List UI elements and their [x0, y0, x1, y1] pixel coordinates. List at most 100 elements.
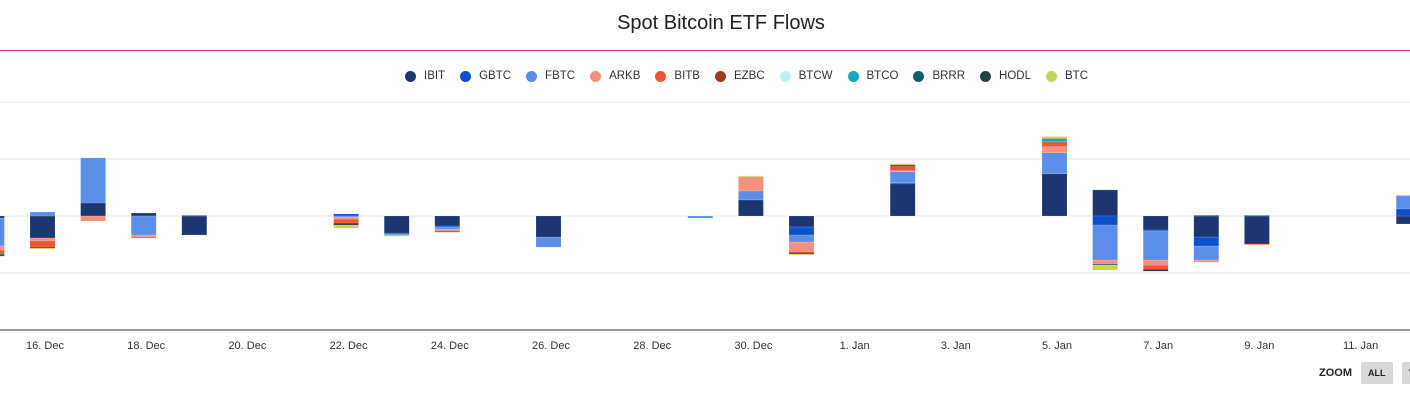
bar-segment-ezbc-2-jan: [889, 164, 916, 168]
legend-marker: [590, 70, 602, 82]
bar-segment-ibit-8-jan: [1193, 215, 1220, 238]
legend-item-btco[interactable]: BTCO: [847, 70, 899, 82]
bar-segment-arkb-22-dec: [333, 216, 359, 220]
bar-segment-bitb-8-jan: [1193, 214, 1220, 217]
bar-segment-btc-6-jan: [1092, 264, 1118, 271]
x-tick-label: 20. Dec: [228, 340, 266, 352]
x-tick-label: 18. Dec: [127, 340, 165, 352]
bar-segment-ibit-26-dec: [535, 215, 562, 238]
legend-marker: [460, 70, 472, 82]
bar-segment-hodl-22-dec: [333, 222, 359, 226]
bar-segment-hodl-7-jan: [1142, 268, 1169, 272]
bar-segment-arkb-8-jan: [1193, 259, 1220, 263]
bar-segment-arkb-17-dec: [80, 215, 106, 222]
x-tick-label: 1. Jan: [840, 340, 870, 352]
legend-label: BTCO: [866, 70, 899, 82]
legend-label: GBTC: [479, 70, 512, 82]
bar-segment-arkb-30-dec: [738, 176, 764, 192]
bar-segment-fbtc-5-jan: [1041, 152, 1068, 175]
zoom-ytd-button[interactable]: YTD: [1401, 362, 1410, 384]
bar-segment-gbtc-22-dec: [333, 213, 359, 217]
bar-segment-btc-12-jan: [1395, 194, 1410, 197]
x-tick-label: 3. Jan: [941, 340, 971, 352]
bar-segment-bitb-22-dec: [333, 218, 359, 224]
bar-segment-fbtc-16-dec: [29, 211, 56, 217]
legend-label: BITB: [674, 70, 700, 82]
legend-item-gbtc[interactable]: GBTC: [460, 70, 511, 82]
legend-marker: [526, 70, 538, 82]
legend-marker: [714, 70, 726, 82]
legend-label: BTCW: [798, 70, 833, 82]
legend-item-hodl[interactable]: HODL: [980, 70, 1031, 82]
bar-segment-ibit-7-jan: [1142, 215, 1169, 231]
bar-segment-gbtc-6-jan: [1092, 215, 1118, 226]
bar-segment-fbtc-8-jan: [1193, 245, 1220, 261]
bar-segment-btc-16-dec: [29, 247, 56, 250]
legend-marker: [913, 70, 925, 82]
bar-segment-fbtc-2-jan: [889, 171, 916, 184]
bar-segment-arkb-23-dec: [383, 234, 410, 237]
bar-segment-fbtc-17-dec: [80, 157, 106, 204]
bar-segment-ibit-17-dec: [80, 202, 106, 217]
bar-segment-ibit-18-dec: [130, 212, 157, 217]
bar-segment-arkb-31-dec: [788, 241, 815, 253]
chart-title: Spot Bitcoin ETF Flows: [617, 12, 825, 34]
legend-marker: [779, 70, 791, 82]
bar-segment-ibit-30-dec: [738, 199, 764, 217]
bar-segment-bitb-15-dec: [0, 249, 5, 255]
bar-segment-fbtc-31-dec: [788, 234, 815, 243]
bar-segment-arkb-5-jan: [1041, 146, 1068, 153]
legend-marker: [1046, 70, 1057, 82]
legend-marker: [655, 70, 667, 82]
legend-label: FBTC: [545, 70, 576, 82]
bar-segment-arkb-24-dec: [434, 228, 461, 232]
legend-item-btcw[interactable]: BTCW: [779, 70, 833, 82]
bar-segment-btc-22-dec: [333, 224, 359, 229]
bar-segment-arkb-16-dec: [29, 237, 56, 242]
x-tick-label: 22. Dec: [330, 340, 368, 352]
x-tick-label: 5. Jan: [1042, 340, 1072, 352]
legend-marker: [980, 70, 992, 82]
x-tick-label: 24. Dec: [431, 340, 469, 352]
bar-segment-fbtc-18-dec: [130, 215, 157, 236]
bar-segment-arkb-18-dec: [130, 234, 157, 238]
legend-label: EZBC: [733, 70, 765, 82]
bar-segment-arkb-7-jan: [1142, 259, 1169, 266]
legend-item-ezbc[interactable]: EZBC: [714, 70, 765, 82]
bar-segment-ibit-5-jan: [1041, 173, 1068, 217]
bar-segment-bitb-7-jan: [1142, 264, 1169, 270]
legend-item-bitb[interactable]: BITB: [655, 70, 700, 82]
bar-segment-fbtc-19-dec: [181, 214, 208, 217]
legend-label: BRRR: [932, 70, 966, 82]
legend-marker: [405, 70, 416, 82]
x-tick-label: 26. Dec: [532, 340, 570, 352]
bar-segment-ezbc-24-dec: [434, 230, 461, 233]
legend: IBIT GBTC FBTC ARKB BITB EZBC BTCW BTCO BRRR HODL…: [405, 70, 1103, 82]
bar-segment-bitb-2-jan: [889, 166, 916, 171]
bar-segment-bitb-18-dec: [130, 236, 157, 239]
bar-segment-fbtc-24-dec: [434, 226, 461, 230]
legend-marker: [847, 70, 859, 82]
bar-segment-ibit-23-dec: [383, 215, 410, 234]
legend-item-arkb[interactable]: ARKB: [590, 70, 640, 82]
legend-item-brrr[interactable]: BRRR: [913, 70, 965, 82]
legend-item-ibit[interactable]: IBIT: [405, 70, 445, 82]
bar-segment-fbtc-9-jan: [1244, 214, 1270, 217]
zoom-all-button[interactable]: ALL: [1361, 362, 1393, 384]
zoom-label: ZOOM: [1319, 367, 1352, 379]
bar-segment-ibit-19-dec: [181, 215, 208, 236]
bar-segment-ibit-31-dec: [788, 215, 815, 228]
title-divider: [0, 50, 1410, 51]
bar-segment-fbtc-7-jan: [1142, 230, 1169, 261]
bar-segment-arkb-15-dec: [0, 245, 5, 251]
legend-item-fbtc[interactable]: FBTC: [526, 70, 575, 82]
legend-label: IBIT: [424, 70, 446, 82]
bar-segment-btco-5-jan: [1041, 139, 1068, 142]
bar-segment-ezbc-31-dec: [788, 251, 815, 255]
x-tick-label: 30. Dec: [734, 340, 772, 352]
legend-item-btc[interactable]: BTC: [1046, 70, 1088, 82]
bar-segment-ibit-16-dec: [29, 215, 56, 239]
bar-segment-fbtc-15-dec: [0, 217, 5, 247]
bar-segment-fbtc-26-dec: [535, 236, 562, 248]
